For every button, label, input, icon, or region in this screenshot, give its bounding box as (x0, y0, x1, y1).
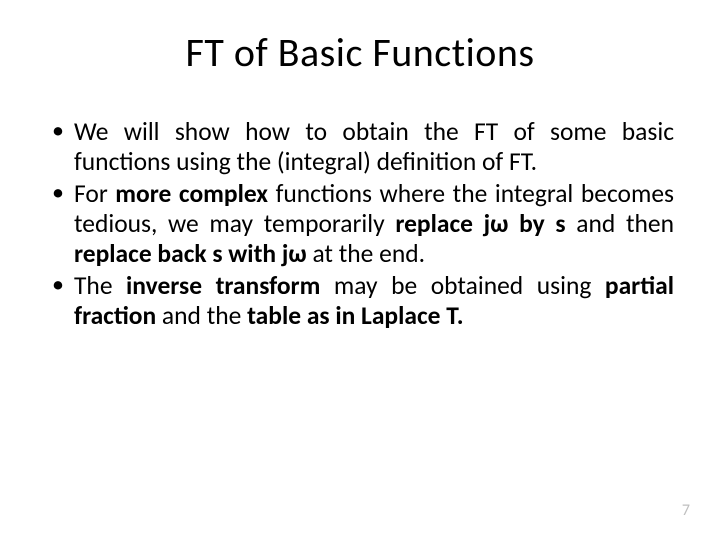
bold-text: inverse transform (126, 270, 320, 301)
bullet-list: We will show how to obtain the FT of som… (46, 117, 674, 332)
bullet-item: For more complex functions where the int… (46, 179, 674, 269)
text: We will show how to obtain the FT of som… (74, 116, 674, 177)
bold-text: more complex (115, 178, 268, 209)
bold-text: replace back s with jω (74, 238, 307, 269)
text: and then (566, 208, 674, 239)
page-number: 7 (682, 501, 690, 520)
text: at the end. (307, 238, 425, 269)
bullet-item: The inverse transform may be obtained us… (46, 271, 674, 331)
text: The (74, 270, 126, 301)
bullet-item: We will show how to obtain the FT of som… (46, 117, 674, 177)
text: may be obtained using (320, 270, 605, 301)
slide: FT of Basic Functions We will show how t… (0, 0, 720, 540)
text: and the (156, 300, 247, 331)
slide-title: FT of Basic Functions (46, 28, 674, 77)
bold-text: table as in Laplace T. (247, 300, 463, 331)
bold-text: replace jω by s (395, 208, 565, 239)
text: For (74, 178, 115, 209)
